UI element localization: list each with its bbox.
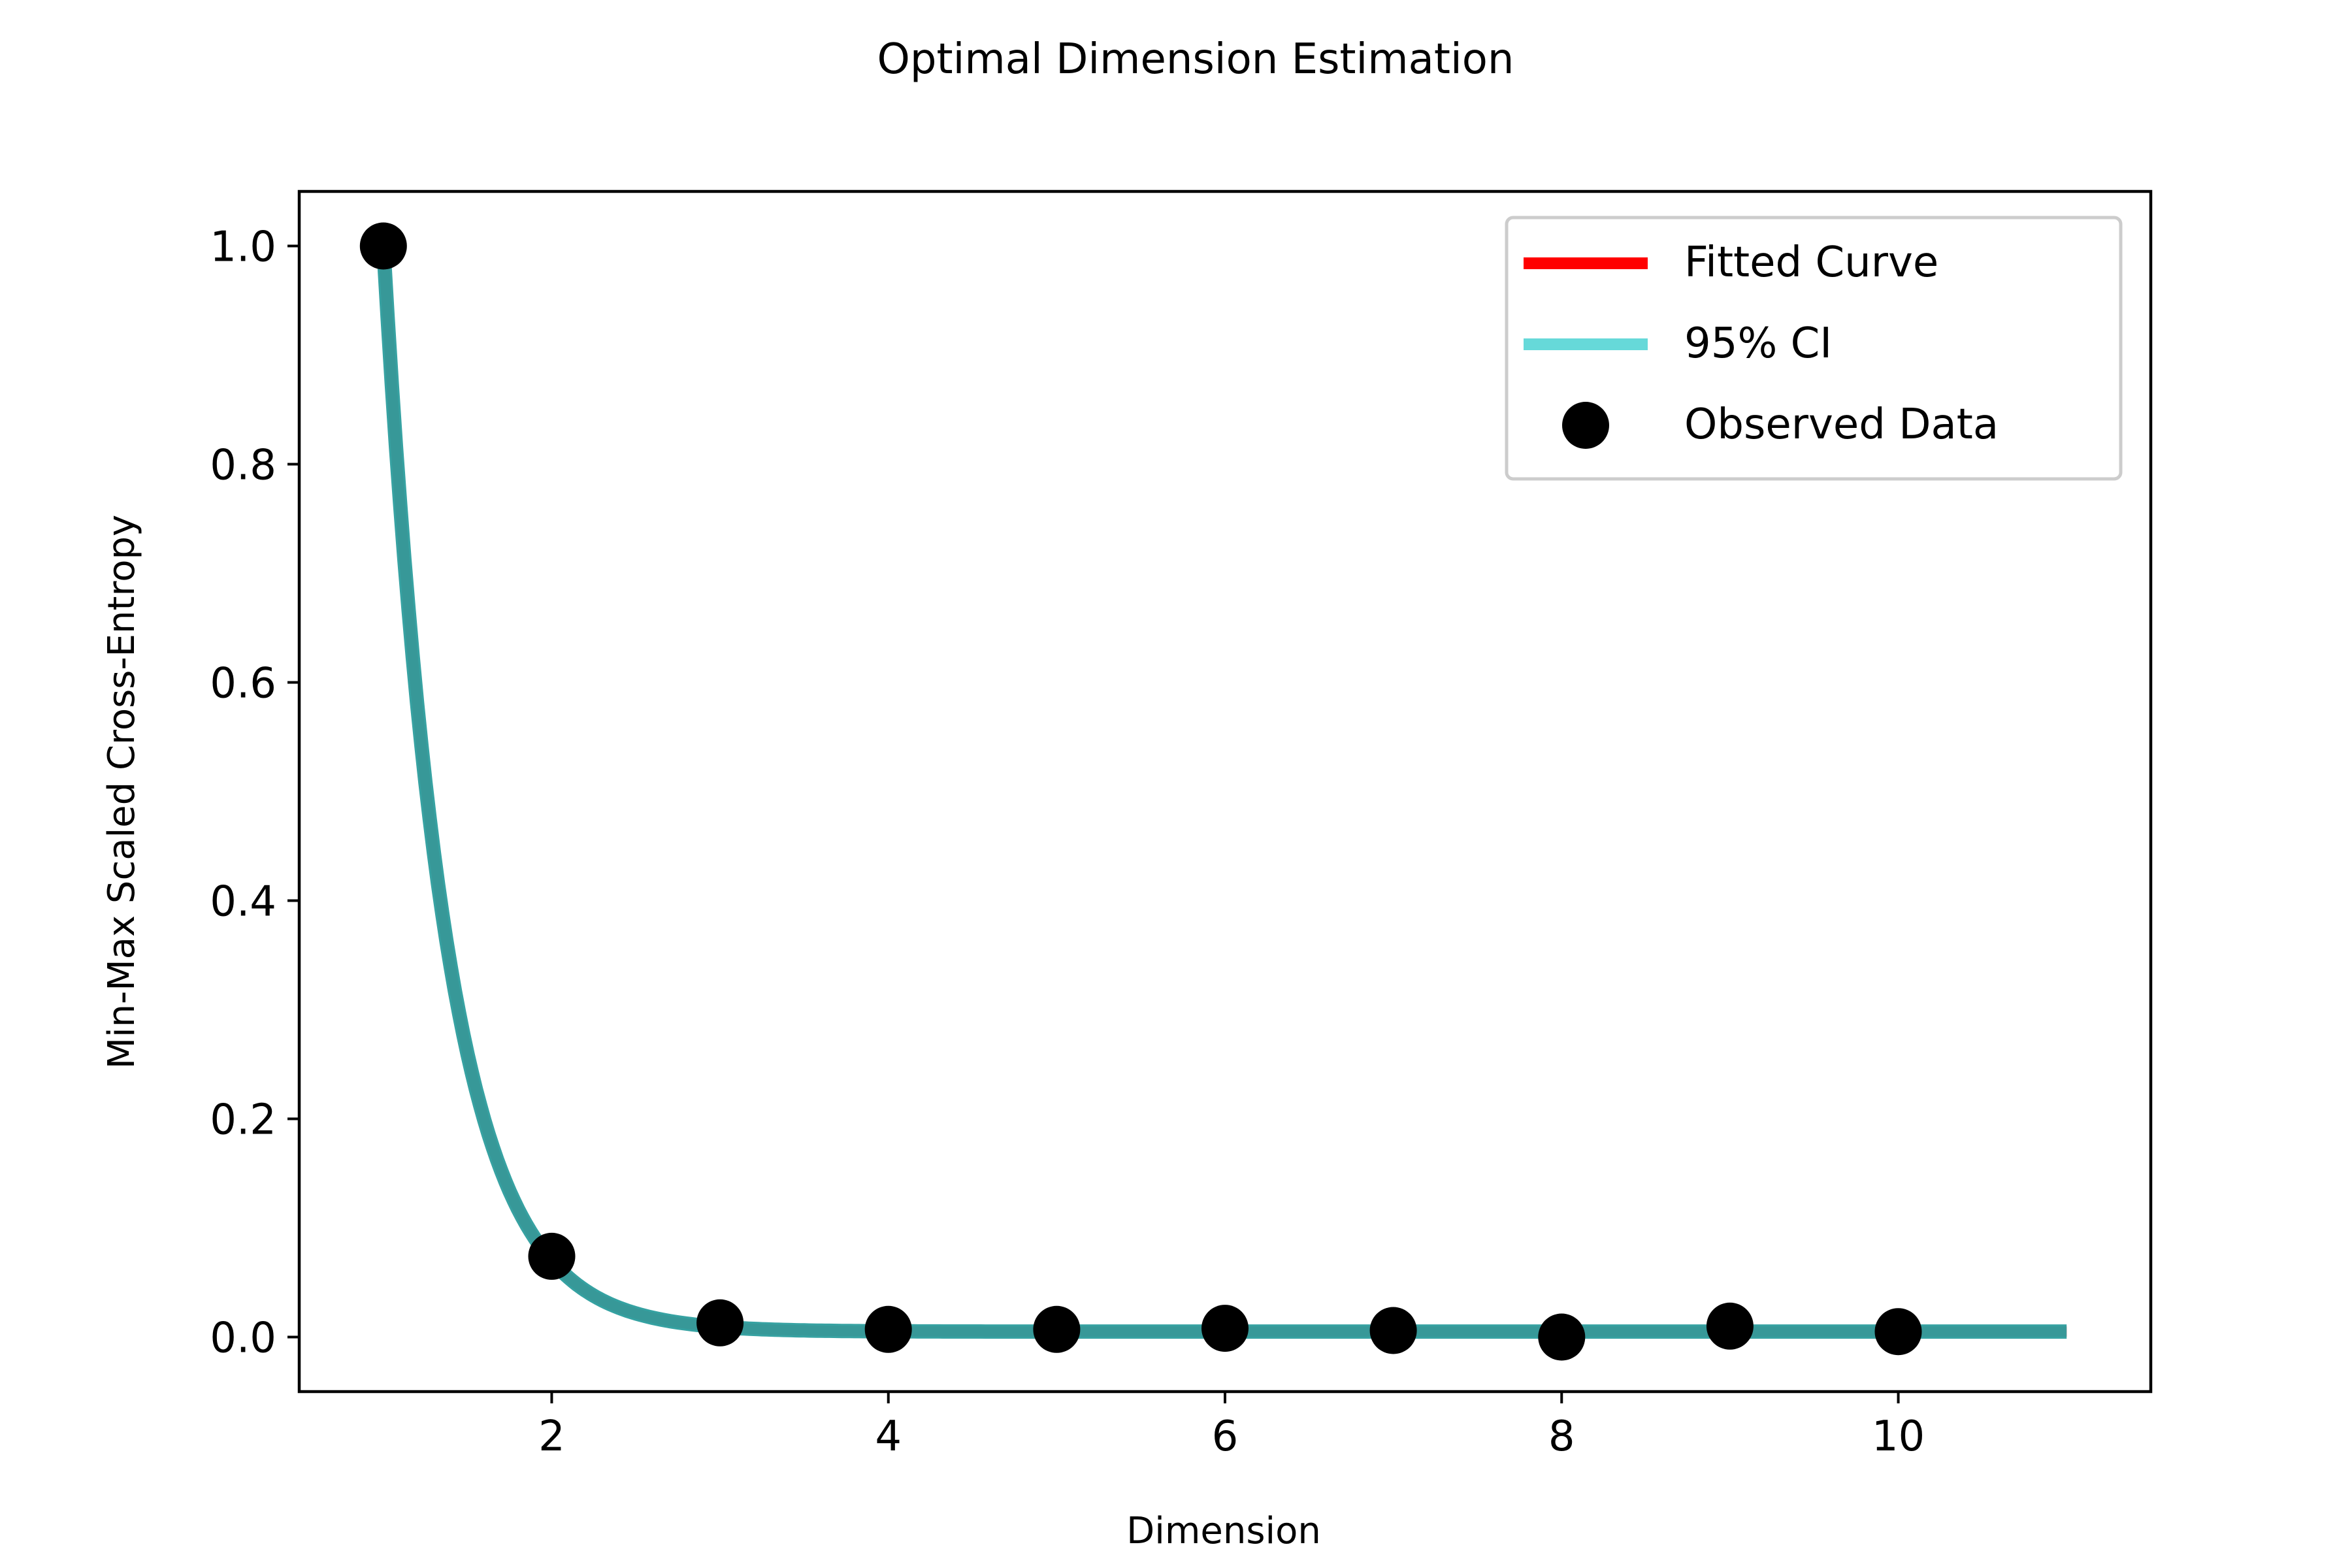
- x-axis-label: Dimension: [1126, 1510, 1321, 1552]
- legend-observed-marker: [1562, 402, 1609, 449]
- x-axis-ticks: 2 4 6 8 10: [538, 1392, 1925, 1461]
- x-tick-label: 8: [1548, 1413, 1575, 1461]
- observed-point: [528, 1232, 576, 1280]
- plot-area: [297, 189, 2153, 1394]
- x-tick-label: 2: [538, 1413, 565, 1461]
- legend-box: [1505, 216, 2123, 481]
- y-tick-label: 0.2: [210, 1096, 276, 1145]
- observed-point: [1201, 1305, 1249, 1352]
- observed-point: [864, 1305, 912, 1353]
- x-tick-label: 6: [1212, 1413, 1239, 1461]
- y-axis-ticks: 0.0 0.2 0.4 0.6 0.8 1.0: [210, 223, 299, 1363]
- y-tick-label: 0.6: [210, 660, 276, 708]
- y-tick-label: 0.4: [210, 878, 276, 926]
- y-tick-label: 0.8: [210, 442, 276, 490]
- legend: Fitted Curve 95% CI Observed Data: [1505, 216, 2123, 481]
- y-tick-label: 1.0: [210, 223, 276, 272]
- observed-point: [359, 222, 407, 270]
- legend-observed-label: Observed Data: [1684, 400, 1999, 449]
- observed-point: [1538, 1313, 1586, 1361]
- legend-ci-label: 95% CI: [1684, 319, 1832, 368]
- observed-point: [1369, 1307, 1417, 1354]
- legend-fitted-curve-label: Fitted Curve: [1684, 238, 1938, 287]
- chart-title: Optimal Dimension Estimation: [877, 35, 1514, 84]
- x-tick-label: 4: [875, 1413, 902, 1461]
- observed-point: [1033, 1305, 1081, 1353]
- y-tick-label: 0.0: [210, 1315, 276, 1363]
- x-tick-label: 10: [1872, 1413, 1925, 1461]
- observed-point: [1706, 1302, 1754, 1350]
- observed-point: [1874, 1308, 1922, 1356]
- observed-point: [696, 1299, 744, 1347]
- y-axis-label: Min-Max Scaled Cross-Entropy: [101, 515, 143, 1069]
